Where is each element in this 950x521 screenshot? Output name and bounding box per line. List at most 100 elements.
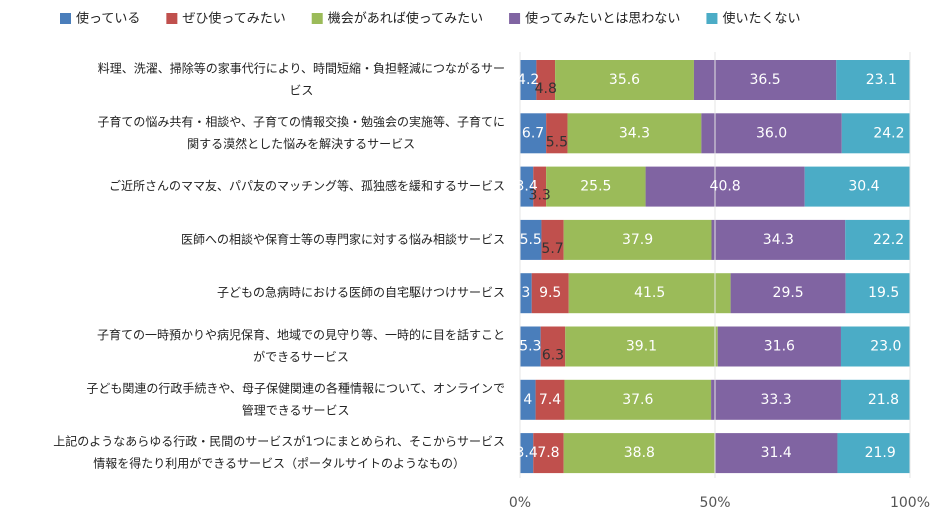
category-label: 上記のようなあらゆる行政・民間のサービスが1つにまとめられ、そこからサービス xyxy=(53,434,505,449)
bar-segment xyxy=(715,433,838,474)
data-label: 21.8 xyxy=(868,392,899,408)
data-label: 38.8 xyxy=(624,445,655,461)
data-label: 34.3 xyxy=(619,125,650,141)
data-label: 33.3 xyxy=(760,392,791,408)
data-label: 6.3 xyxy=(542,348,564,364)
bar-segment xyxy=(701,113,842,154)
data-label: 4.8 xyxy=(535,81,557,97)
data-label: 24.2 xyxy=(873,125,904,141)
data-label: 19.5 xyxy=(868,285,899,301)
bar-segment xyxy=(520,379,536,420)
bar-segment xyxy=(531,273,569,314)
category-label: 情報を得たり利用ができるサービス（ポータルサイトのようなもの） xyxy=(93,456,465,471)
bar-segment xyxy=(520,326,541,367)
bar-segment xyxy=(533,166,547,207)
category-label: ビス xyxy=(289,84,313,98)
bar-segment xyxy=(645,166,805,207)
data-label: 21.9 xyxy=(865,445,896,461)
bar-segment xyxy=(711,219,846,260)
bar-segment xyxy=(541,219,564,260)
bar-segment xyxy=(535,379,565,420)
bar-segment xyxy=(540,326,566,367)
category-label: 子どもの急病時における医師の自宅駆けつけサービス xyxy=(217,285,505,300)
bar-segment xyxy=(520,219,542,260)
data-label: 29.5 xyxy=(773,285,804,301)
bar-segment xyxy=(730,273,846,314)
data-label: 4.2 xyxy=(517,72,539,88)
data-label: 35.6 xyxy=(609,72,640,88)
data-label: 9.5 xyxy=(539,285,561,301)
category-label: 医師への相談や保育士等の専門家に対する悩み相談サービス xyxy=(181,231,505,246)
bar-segment xyxy=(837,433,910,474)
data-label: 5.3 xyxy=(519,339,541,355)
legend-swatch xyxy=(509,13,521,24)
category-label: 子育ての悩み共有・相談や、子育ての情報交換・勉強会の実施等、子育てに xyxy=(97,114,505,129)
data-label: 3.4 xyxy=(515,445,537,461)
bar-segment xyxy=(564,379,712,420)
data-label: 41.5 xyxy=(634,285,665,301)
category-label: ができるサービス xyxy=(253,349,349,364)
bar-segment xyxy=(533,433,564,474)
data-label: 36.0 xyxy=(756,125,787,141)
data-label: 3 xyxy=(521,285,530,301)
bar-segment xyxy=(845,219,910,260)
data-label: 5.5 xyxy=(520,232,542,248)
data-label: 7.4 xyxy=(539,392,561,408)
bar-segment xyxy=(565,326,718,367)
data-label: 36.5 xyxy=(750,72,781,88)
data-label: 31.4 xyxy=(761,445,792,461)
data-label: 25.5 xyxy=(580,179,611,195)
category-label: ご近所さんのママ友、パパ友のマッチング等、孤独感を緩和するサービス xyxy=(109,178,505,193)
category-label: 子ども関連の行政手続きや、母子保健関連の各種情報について、オンラインで xyxy=(86,380,505,395)
data-label: 22.2 xyxy=(873,232,904,248)
legend-label: 使ってみたいとは思わない xyxy=(525,11,680,27)
data-label: 7.8 xyxy=(537,445,559,461)
category-label: 関する漠然とした悩みを解決するサービス xyxy=(187,136,415,151)
bar-segment xyxy=(563,219,712,260)
bar-segment xyxy=(536,60,556,100)
data-label: 37.6 xyxy=(622,392,653,408)
data-label: 5.7 xyxy=(541,241,563,257)
bar-segment xyxy=(520,273,532,314)
bar-segment xyxy=(845,273,910,314)
bar-segment xyxy=(717,326,841,367)
bar-segment xyxy=(520,166,534,207)
plot-area xyxy=(520,60,910,474)
bar-segment xyxy=(567,113,702,154)
bar-segment xyxy=(555,60,694,100)
bar-segment xyxy=(804,166,910,207)
x-tick-label: 100% xyxy=(890,495,930,511)
data-label: 31.6 xyxy=(764,339,795,355)
data-label: 3.4 xyxy=(515,179,537,195)
bar-segment xyxy=(520,113,547,154)
legend-label: 使っている xyxy=(76,11,140,27)
bar-segment xyxy=(711,379,841,420)
legend-swatch xyxy=(311,13,323,24)
legend-swatch xyxy=(60,13,71,24)
category-label: 子育ての一時預かりや病児保育、地域での見守り等、一時的に目を話すこと xyxy=(97,327,505,342)
data-label: 37.9 xyxy=(622,232,653,248)
legend-swatch xyxy=(166,13,178,24)
legend-label: 機会があれば使ってみたい xyxy=(328,11,483,27)
legend-label: ぜひ使ってみたい xyxy=(182,11,285,27)
data-label: 6.7 xyxy=(522,125,544,141)
data-label: 23.1 xyxy=(866,72,897,88)
x-tick-label: 0% xyxy=(509,495,531,511)
bar-segment xyxy=(568,273,731,314)
bar-segment xyxy=(840,379,910,420)
bar-segment xyxy=(520,60,537,100)
data-label: 40.8 xyxy=(710,179,741,195)
bar-segment xyxy=(520,433,534,474)
bar-segment xyxy=(546,166,646,207)
legend-swatch xyxy=(706,13,718,24)
category-label: 料理、洗濯、掃除等の家事代行により、時間短縮・負担軽減につながるサー xyxy=(98,61,505,76)
data-label: 39.1 xyxy=(626,339,657,355)
bar-segment xyxy=(841,113,910,154)
x-tick-label: 50% xyxy=(699,495,730,511)
data-label: 5.5 xyxy=(546,134,568,150)
bar-segment xyxy=(546,113,568,154)
bar-segment xyxy=(563,433,715,474)
bar-segment xyxy=(836,60,910,100)
data-label: 34.3 xyxy=(763,232,794,248)
